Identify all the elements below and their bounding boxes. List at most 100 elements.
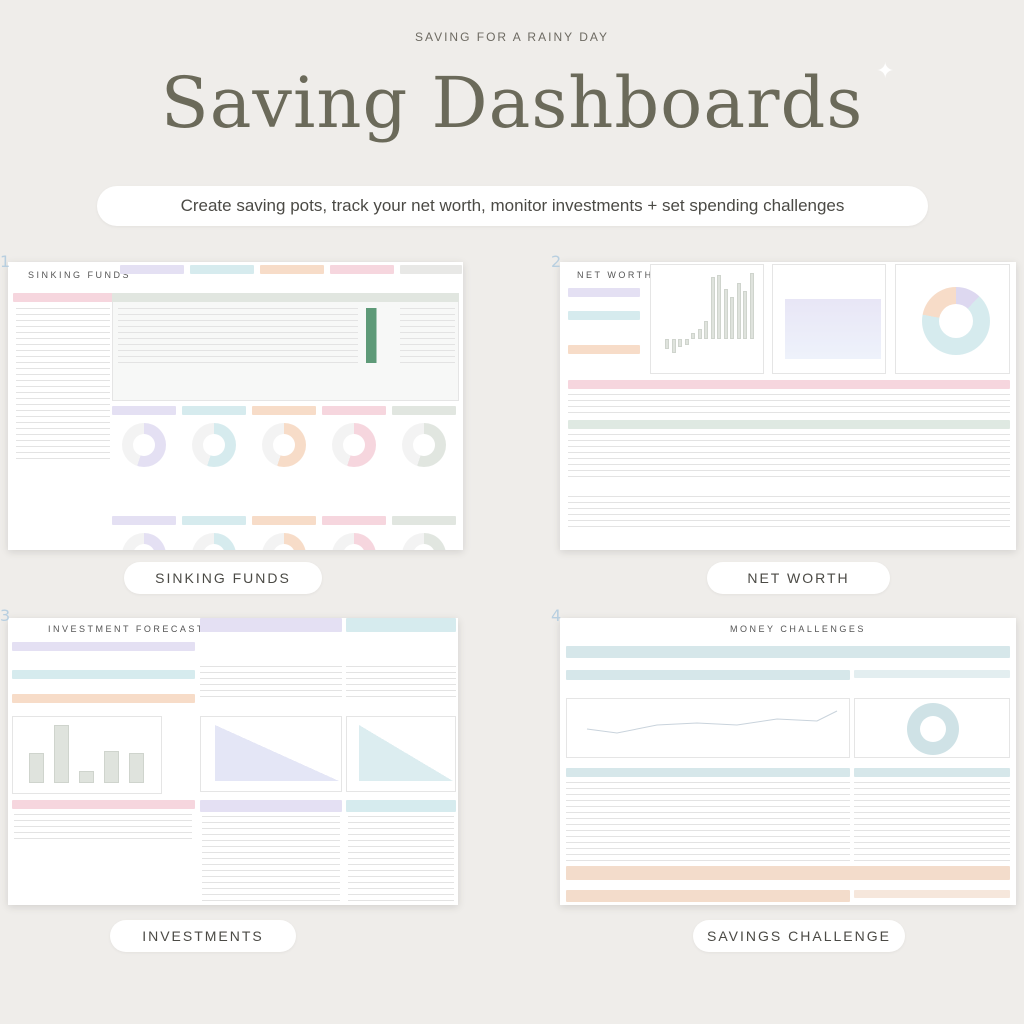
table-row [16,428,110,429]
assets-table [568,434,1010,482]
fund-donut [262,533,306,550]
funds-overview-rows [118,308,358,368]
table-row [400,362,455,363]
table-row [854,830,1010,831]
table-row [202,828,340,829]
table-row [566,800,850,801]
net-worth-bar [671,339,676,353]
savings-table-header [854,768,1010,777]
stat-card [120,265,184,274]
sinking-funds-label[interactable]: SINKING FUNDS [124,562,322,594]
fund-card-header [112,406,176,415]
table-row [202,876,340,877]
table-row [202,822,340,823]
table-row [400,344,455,345]
table-row [202,816,340,817]
net-worth-bar [717,275,721,339]
savings-challenge-label[interactable]: SAVINGS CHALLENGE [693,920,905,952]
table-row [400,326,455,327]
fund-donut [402,423,446,467]
table-row [346,696,456,697]
sinking-funds-panel: SINKING FUNDS [8,262,463,550]
table-row [566,842,850,843]
table-row [568,496,1010,497]
panel-title: SINKING FUNDS [28,270,132,280]
table-row [348,846,454,847]
table-row [16,356,110,357]
challenge-line-chart [566,698,850,758]
fund-card-header [252,406,316,415]
table-row [16,416,110,417]
table-row [348,870,454,871]
table-row [566,788,850,789]
overview-stats [200,666,342,702]
overview-growth-chart [200,716,342,792]
summary-card [568,345,640,354]
table-row [568,412,1010,413]
table-row [16,422,110,423]
investment-bar [129,753,144,783]
table-row [566,818,850,819]
investment-bar [29,753,44,783]
investment-bar [79,771,94,783]
table-row [16,398,110,399]
table-row [118,326,358,327]
table-row [568,514,1010,515]
challenge-2-setup-header [566,890,850,902]
fund-card-header [252,516,316,525]
table-row [16,458,110,459]
stat-card [400,265,462,274]
asset-donut [922,287,990,355]
table-row [14,838,192,839]
net-worth-bar [697,329,702,339]
table-row [202,882,340,883]
table-row [16,362,110,363]
table-row [118,308,358,309]
table-row [118,356,358,357]
stat-card [190,265,254,274]
panel-number: 4 [551,606,562,625]
contributions-table [16,308,110,464]
table-row [854,836,1010,837]
table-row [348,840,454,841]
panel-title: INVESTMENT FORECAST [48,624,205,634]
table-row [16,452,110,453]
funds-overview-rows-right [400,308,455,368]
fund-donut [122,533,166,550]
summary-card [568,288,640,297]
table-row [568,464,1010,465]
investments-panel: INVESTMENT FORECAST [8,618,458,905]
isa-growth-chart [346,716,456,792]
fund-card-header [322,406,386,415]
net-worth-bar [723,289,728,339]
fund-donut [332,423,376,467]
table-row [566,854,850,855]
stat-card [260,265,324,274]
fund-card-header [392,406,456,415]
table-row [118,338,358,339]
net-worth-label[interactable]: NET WORTH [707,562,890,594]
table-row [16,332,110,333]
table-row [346,666,456,667]
table-row [16,338,110,339]
fund-card-header [182,516,246,525]
table-row [200,678,342,679]
table-row [854,824,1010,825]
contributions-header [13,293,113,302]
table-row [854,812,1010,813]
table-row [16,380,110,381]
panel-title: NET WORTH [577,270,654,280]
table-row [16,392,110,393]
table-row [568,446,1010,447]
table-row [14,826,192,827]
fund-donut [192,533,236,550]
table-row [202,846,340,847]
start-date-header [12,642,195,651]
investments-table [14,814,192,844]
table-row [400,338,455,339]
table-row [348,900,454,901]
table-row [16,404,110,405]
investments-label[interactable]: INVESTMENTS [110,920,296,952]
table-row [16,350,110,351]
table-row [348,834,454,835]
